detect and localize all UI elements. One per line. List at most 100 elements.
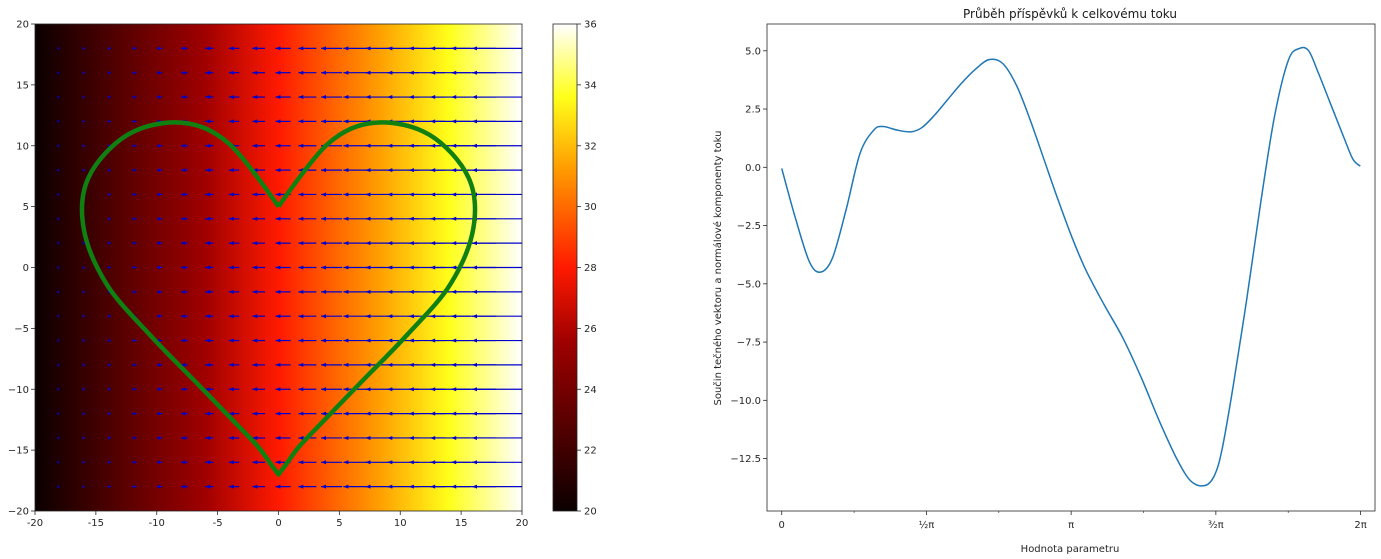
y-tick-label: 0 [23, 263, 29, 274]
quiver-arrow [275, 46, 291, 51]
quiver-arrow [107, 484, 111, 489]
quiver-arrow [228, 192, 240, 197]
quiver-arrow [320, 95, 343, 100]
y-axis-label: Součin tečného vektoru a normálové kompo… [712, 131, 724, 406]
quiver-arrow [298, 216, 317, 221]
quiver-arrow [132, 435, 137, 440]
y-tick-label: 10 [16, 141, 29, 152]
quiver-arrow [472, 411, 522, 416]
quiver-arrow [343, 168, 368, 173]
quiver-arrow [252, 95, 265, 100]
quiver-arrow [156, 435, 163, 440]
quiver-arrows [57, 46, 522, 489]
quiver-arrow [228, 387, 240, 392]
quiver-arrow [320, 192, 343, 197]
y-tick-label: −2.5 [737, 221, 761, 232]
quiver-arrow [252, 46, 265, 51]
quiver-arrow [228, 289, 240, 294]
quiver-arrow [205, 241, 214, 246]
quiver-arrow [343, 460, 368, 465]
quiver-arrow [252, 362, 265, 367]
colorbar: 20 22 24 26 28 30 32 34 36 [552, 20, 597, 518]
quiver-arrow [252, 143, 265, 148]
quiver-arrow [343, 46, 368, 51]
quiver-arrow [275, 435, 291, 440]
quiver-arrow [57, 484, 60, 489]
quiver-arrow [228, 314, 240, 319]
quiver-arrow [298, 289, 317, 294]
quiver-arrow [343, 289, 368, 294]
quiver-arrow [82, 314, 86, 319]
y-tick-label: −12.5 [730, 454, 761, 465]
x-tick-label: 15 [455, 518, 468, 529]
quiver-arrow [343, 411, 368, 416]
quiver-arrow [275, 338, 291, 343]
y-tick-label: −20 [8, 507, 29, 518]
quiver-arrow [320, 338, 343, 343]
quiver-arrow [205, 362, 214, 367]
x-tick-label: ³⁄₂π [1208, 520, 1224, 531]
quiver-arrow [107, 95, 111, 100]
quiver-arrow [275, 265, 291, 270]
quiver-arrow [205, 143, 214, 148]
y-tick-label: −10.0 [730, 396, 761, 407]
series-line [781, 46, 1361, 487]
quiver-arrow [275, 289, 291, 294]
quiver-arrow [132, 143, 137, 148]
quiver-arrow [205, 95, 214, 100]
quiver-arrow [252, 435, 265, 440]
quiver-arrow [107, 216, 111, 221]
quiver-arrow [343, 95, 368, 100]
y-tick-label: 5 [23, 202, 29, 213]
quiver-arrow [57, 46, 60, 51]
colorbar-tick-label: 32 [584, 141, 597, 152]
colorbar-tick-label: 20 [584, 507, 597, 518]
y-tick-label: 5.0 [745, 46, 761, 57]
quiver-arrow [252, 338, 265, 343]
quiver-arrow [298, 143, 317, 148]
quiver-arrow [181, 411, 188, 416]
quiver-arrow [107, 314, 111, 319]
line-chart-panel: Průběh příspěvků k celkovému toku 0 ½π π ³⁄… [712, 7, 1376, 555]
quiver-arrow [82, 387, 86, 392]
quiver-arrow [472, 387, 522, 392]
quiver-arrow [132, 119, 137, 124]
quiver-arrow [228, 119, 240, 124]
quiver-arrow [82, 265, 86, 270]
colorbar-tick-label: 22 [584, 446, 597, 457]
quiver-arrow [472, 168, 522, 173]
quiver-arrow [107, 265, 111, 270]
quiver-arrow [132, 362, 137, 367]
quiver-arrow [132, 168, 137, 173]
quiver-arrow [107, 241, 111, 246]
quiver-arrow [156, 484, 163, 489]
quiver-arrow [205, 192, 214, 197]
y-tick-label: −10 [8, 385, 29, 396]
quiver-arrow [275, 95, 291, 100]
quiver-arrow [132, 216, 137, 221]
quiver-arrow [57, 460, 60, 465]
left-y-axis: −20 −15 −10 −5 0 5 10 15 20 [8, 20, 35, 518]
x-tick-label: ½π [919, 519, 935, 531]
quiver-arrow [298, 95, 317, 100]
quiver-arrow [275, 216, 291, 221]
quiver-arrow [156, 46, 163, 51]
vector-field-panel: -20 -15 -10 -5 0 5 10 15 20 −20 −15 −10 −5 0 5 10 15 20 [8, 20, 528, 530]
quiver-arrow [252, 265, 265, 270]
right-y-axis: 5.0 2.5 0.0 −2.5 −5.0 −7.5 −10.0 −12.5 [730, 46, 767, 465]
quiver-arrow [252, 241, 265, 246]
x-tick-label: 5 [336, 518, 342, 529]
quiver-arrow [472, 70, 522, 75]
quiver-arrow [275, 362, 291, 367]
quiver-arrow [252, 460, 265, 465]
quiver-arrow [343, 484, 368, 489]
quiver-arrow [107, 460, 111, 465]
x-tick-label: -15 [88, 518, 104, 529]
quiver-arrow [343, 216, 368, 221]
quiver-arrow [181, 143, 188, 148]
quiver-arrow [156, 265, 163, 270]
quiver-arrow [252, 484, 265, 489]
quiver-arrow [82, 435, 86, 440]
y-tick-label: 2.5 [745, 105, 761, 116]
x-tick-label: 10 [394, 518, 407, 529]
